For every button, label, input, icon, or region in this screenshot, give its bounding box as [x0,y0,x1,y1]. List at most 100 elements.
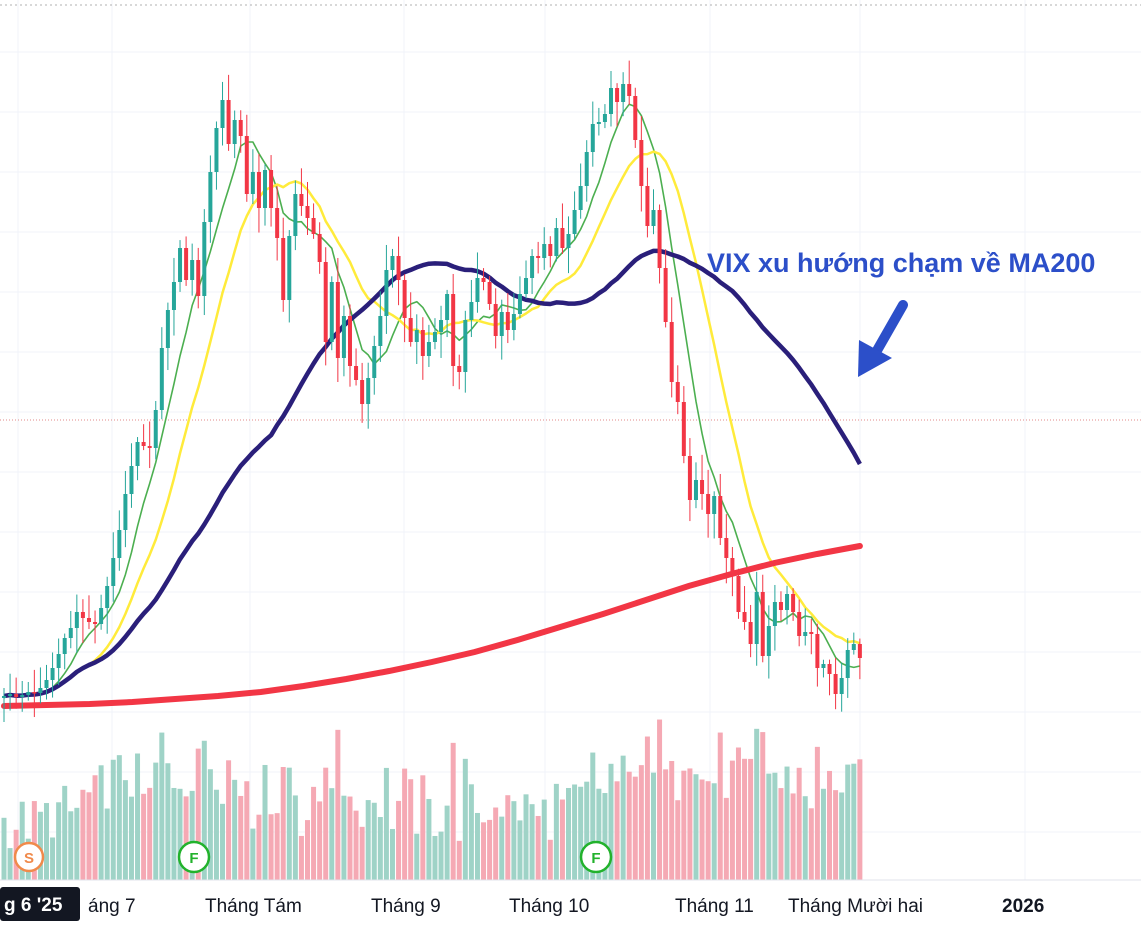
candle-body [299,194,304,206]
volume-bar [742,758,748,880]
volume-bar [602,793,608,880]
candle-body [420,330,425,356]
volume-bar [578,786,584,880]
volume-bar [159,732,165,880]
volume-bar [359,826,365,880]
candle-body [105,586,110,608]
volume-bar [353,810,359,880]
candle-body [256,172,261,208]
volume-bar [110,759,116,880]
candle-body [402,280,407,318]
volume-bar [37,811,43,880]
candle-body [44,680,49,688]
volume-bar [511,801,517,880]
candle-body [451,294,456,366]
volume-bar [329,788,335,880]
candle-body [281,238,286,300]
candle-body [760,592,765,656]
candle-body [809,632,814,634]
volume-bar [687,768,693,880]
volume-bar [396,800,402,880]
candle-body [712,496,717,514]
event-badge-f-1[interactable]: F [177,840,211,874]
candle-body [706,494,711,514]
volume-bar [19,801,25,880]
candle-body [426,342,431,356]
candle-body [208,172,213,222]
volume-bar [311,786,317,880]
volume-bar [280,767,286,880]
candle-body [238,120,243,136]
volume-bar [7,848,13,880]
volume-bar [541,799,547,880]
event-badge-s[interactable]: S [13,841,45,873]
candle-body [785,594,790,610]
candle-body [524,278,529,294]
volume-bar [760,732,766,880]
candle-body [772,602,777,626]
volume-bar [298,835,304,880]
volume-bar [341,795,347,880]
candle-body [347,316,352,366]
volume-bar [444,805,450,880]
volume-bar [474,812,480,880]
candle-body [165,310,170,348]
volume-bar [584,781,590,880]
volume-bar [735,747,741,880]
candle-body [487,282,492,304]
candle-body [748,622,753,644]
volume-bar [414,833,420,880]
current-date-pill[interactable]: g 6 '25 [0,887,80,921]
candle-body [8,694,13,696]
volume-bar [857,759,863,880]
event-badge-f-2[interactable]: F [579,840,613,874]
tick-label-thang-11: Tháng 11 [675,896,754,917]
candle-body [244,136,249,194]
candle-body [32,692,37,694]
candle-body [560,228,565,248]
candle-body [62,638,67,654]
time-axis: áng 7 Tháng Tám Tháng 9 Tháng 10 Tháng 1… [88,896,1044,917]
volume-bar [638,765,644,880]
volume-bar [566,787,572,880]
volume-bar [766,773,772,880]
candle-body [232,120,237,144]
volume-bar [839,792,845,880]
candle-body [645,186,650,226]
candle-body [341,316,346,358]
volume-bar [468,784,474,880]
volume-bar [820,788,826,880]
candle-body [566,234,571,248]
candle-body [469,302,474,320]
candle-body [803,632,808,636]
tick-label-thang-7: áng 7 [88,896,136,917]
volume-bar [675,800,681,880]
volume-bar [663,769,669,880]
volume-bar [499,816,505,880]
volume-bar [626,771,632,880]
volume-bar [128,796,134,880]
candle-body [93,622,98,624]
candle-body [821,664,826,668]
candle-body [38,688,43,693]
candle-body [584,152,589,186]
ma-fast-line [3,103,861,697]
candle-body [117,530,122,558]
volume-bar [220,803,226,880]
volume-bar [833,790,839,880]
candle-body [80,612,85,618]
volume-bar [86,792,92,880]
candle-body [378,316,383,346]
candle-body [445,294,450,320]
volume-bar [729,760,735,880]
candle-body [86,618,91,622]
volume-bar [104,808,110,880]
volume-bar [487,819,493,880]
candle-body [414,330,419,342]
volume-bar [481,822,487,880]
candle-body [408,318,413,342]
volume-bar [347,796,353,880]
volume-bar [614,781,620,880]
candle-body [153,410,158,448]
